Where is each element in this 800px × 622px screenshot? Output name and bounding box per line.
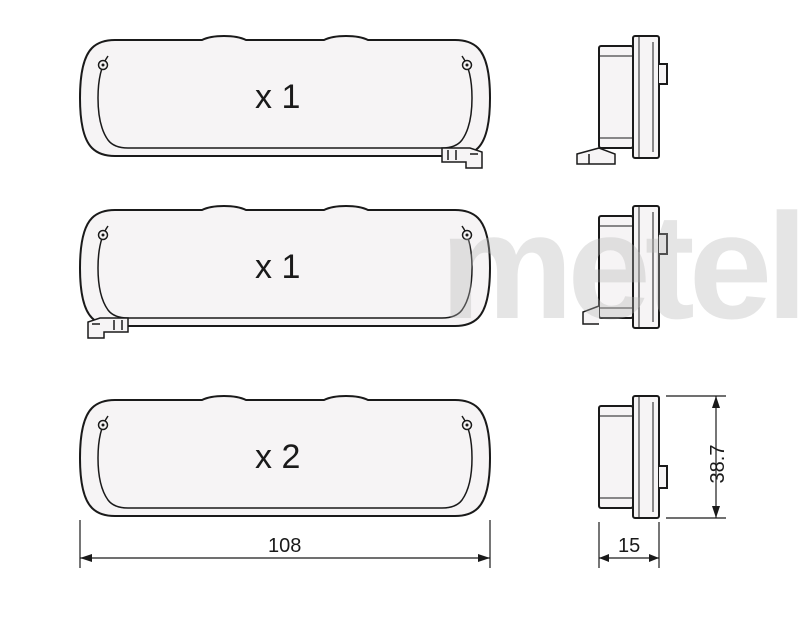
pad-front-3: x 2 bbox=[80, 396, 490, 516]
pad-side-2 bbox=[583, 206, 667, 328]
pad-qty-2: x 1 bbox=[255, 248, 300, 286]
dimension-height-label: 38.7 bbox=[707, 445, 729, 484]
dimension-thickness-label: 15 bbox=[618, 535, 640, 557]
pad-qty-3: x 2 bbox=[255, 438, 300, 476]
dimension-width-label: 108 bbox=[268, 535, 301, 557]
pad-front-2: x 1 bbox=[80, 206, 490, 338]
pad-side-3 bbox=[599, 396, 667, 518]
pad-side-1 bbox=[577, 36, 667, 164]
brake-pad-diagram: x 1 x 1 x 2 bbox=[0, 0, 800, 622]
pad-qty-1: x 1 bbox=[255, 78, 300, 116]
pad-front-1: x 1 bbox=[80, 36, 490, 168]
